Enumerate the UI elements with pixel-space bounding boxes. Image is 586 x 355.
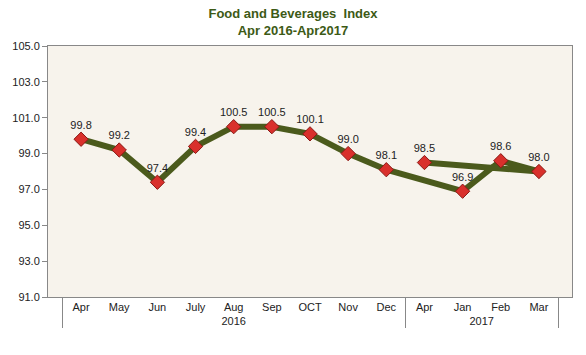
svg-text:98.6: 98.6 <box>490 140 511 152</box>
svg-text:May: May <box>109 301 130 313</box>
svg-text:97.0: 97.0 <box>18 183 39 195</box>
svg-text:Apr: Apr <box>73 301 90 313</box>
svg-text:105.0: 105.0 <box>12 40 40 52</box>
svg-text:Feb: Feb <box>491 301 510 313</box>
svg-text:Apr: Apr <box>416 301 433 313</box>
svg-text:96.9: 96.9 <box>452 171 473 183</box>
svg-text:98.0: 98.0 <box>528 151 549 163</box>
svg-text:99.0: 99.0 <box>18 147 39 159</box>
svg-text:100.5: 100.5 <box>220 106 248 118</box>
svg-text:91.0: 91.0 <box>18 291 39 303</box>
svg-text:Aug: Aug <box>224 301 244 313</box>
svg-text:OCT: OCT <box>298 301 322 313</box>
svg-text:93.0: 93.0 <box>18 255 39 267</box>
svg-text:Nov: Nov <box>338 301 358 313</box>
svg-text:Jan: Jan <box>454 301 472 313</box>
svg-text:101.0: 101.0 <box>12 112 40 124</box>
svg-text:97.4: 97.4 <box>147 162 168 174</box>
svg-text:103.0: 103.0 <box>12 76 40 88</box>
svg-text:99.2: 99.2 <box>109 129 130 141</box>
svg-text:Mar: Mar <box>529 301 548 313</box>
svg-text:95.0: 95.0 <box>18 219 39 231</box>
svg-text:2017: 2017 <box>469 315 493 327</box>
svg-text:July: July <box>186 301 206 313</box>
svg-text:Jun: Jun <box>149 301 167 313</box>
svg-text:99.4: 99.4 <box>185 126 206 138</box>
svg-text:98.1: 98.1 <box>376 149 397 161</box>
svg-text:Dec: Dec <box>377 301 397 313</box>
svg-text:Food and Beverages IndexApr 2: Food and Beverages IndexApr 2016-Apr2017 <box>208 6 378 38</box>
svg-text:Sep: Sep <box>262 301 282 313</box>
svg-text:99.0: 99.0 <box>337 133 358 145</box>
svg-text:100.5: 100.5 <box>258 106 286 118</box>
svg-text:99.8: 99.8 <box>70 119 91 131</box>
svg-text:100.1: 100.1 <box>296 113 324 125</box>
svg-text:98.5: 98.5 <box>414 142 435 154</box>
svg-text:2016: 2016 <box>221 315 245 327</box>
